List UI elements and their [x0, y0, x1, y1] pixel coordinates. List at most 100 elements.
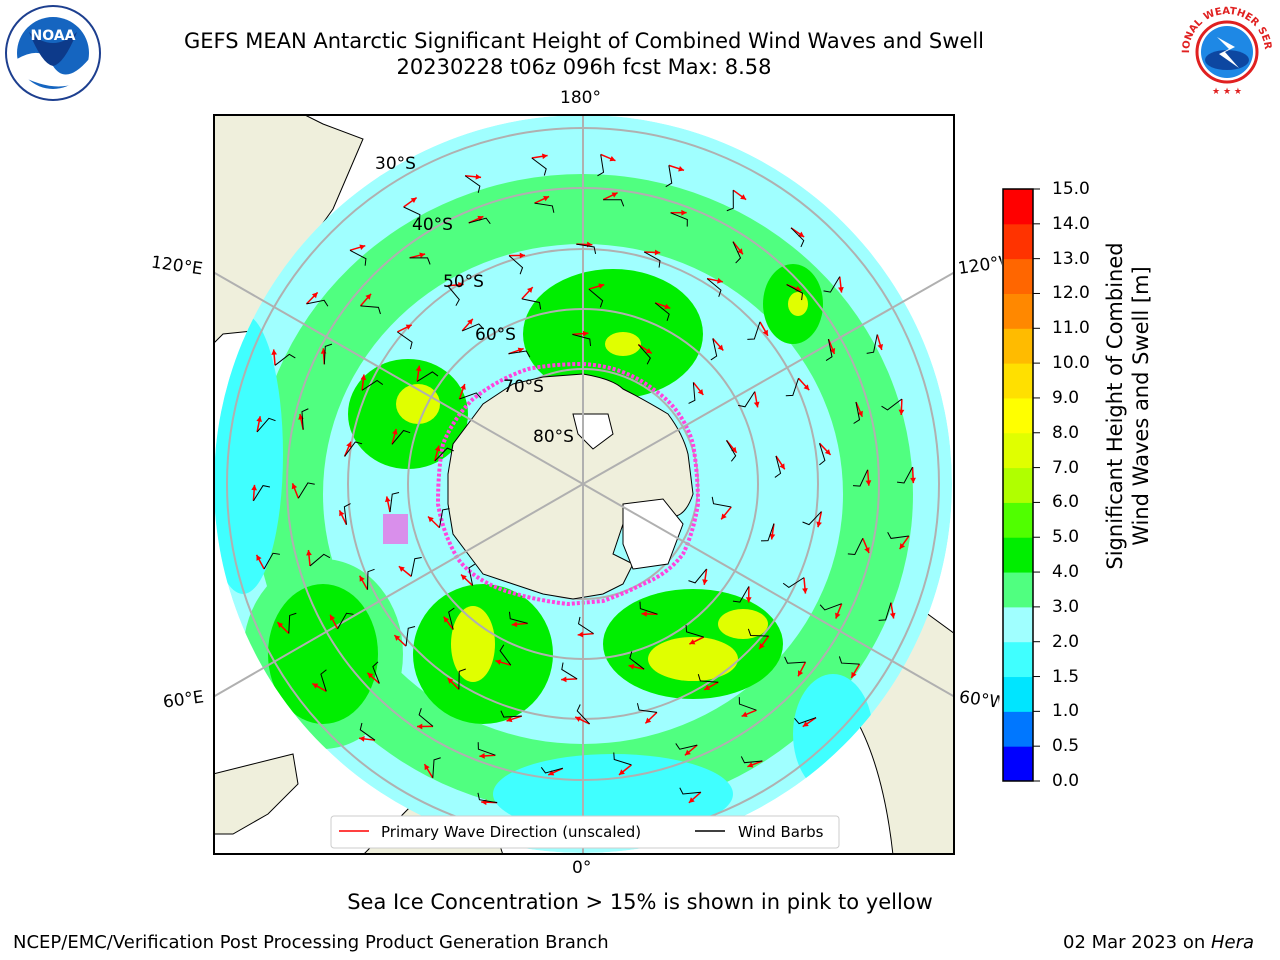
- wave-arrow-head: [330, 614, 336, 621]
- wave-arrow-head: [654, 249, 661, 256]
- wave-arrow-head: [291, 483, 298, 490]
- wind-barb: [853, 401, 861, 424]
- wind-barb: [372, 661, 380, 684]
- wave-arrow-head: [645, 717, 652, 724]
- wave-arrow-head: [256, 554, 262, 561]
- wave-arrow-head: [577, 631, 584, 638]
- colorbar-tick-label: 1.0: [1052, 701, 1080, 722]
- wind-barb: [747, 321, 761, 340]
- wave-arrow-head: [798, 231, 805, 237]
- wind-barb: [794, 717, 817, 725]
- lat-label-70s: 70°S: [503, 377, 544, 397]
- wave-arrow-head: [745, 597, 752, 603]
- wave-arrow-head: [688, 797, 695, 803]
- footer-branch: NCEP/EMC/Verification Post Processing Pr…: [13, 932, 609, 953]
- wind-barb: [500, 710, 522, 718]
- wind-barb: [263, 552, 280, 570]
- lat-label-80s: 80°S: [533, 427, 574, 447]
- wave-arrow-head: [582, 330, 589, 337]
- colorbar-ticks: 0.0 0.5 1.0 1.5 2.0 3.0 4.0 5.0 6.0 7.0 8.0 9.0 10.0…: [1040, 179, 1100, 800]
- wave-arrow-head: [561, 676, 567, 683]
- wind-barb: [613, 752, 632, 766]
- lon-label-120e: 120°E: [149, 252, 204, 280]
- footer-host: Hera: [1210, 932, 1255, 953]
- wave-arrow-head: [511, 621, 518, 628]
- wind-barb: [636, 703, 658, 713]
- colorbar-tick-label: 1.5: [1052, 666, 1080, 687]
- colorbar-swatch: [1003, 363, 1033, 399]
- wind-barb: [838, 656, 860, 665]
- colorbar-label-line2: Wind Waves and Swell [m]: [1129, 266, 1153, 546]
- sea-ice-edge: [435, 361, 701, 607]
- wave-arrow-head: [704, 684, 711, 690]
- wind-barb: [361, 379, 384, 391]
- wave-arrow-head: [835, 612, 841, 619]
- wave-arrow-head: [477, 215, 484, 222]
- antarctic-map: 30°S 40°S 50°S 60°S 70°S 80°S Primary Wa…: [213, 114, 955, 855]
- colorbar-tick-label: 14.0: [1052, 213, 1090, 234]
- wave-arrow-head: [311, 292, 318, 299]
- wave-arrow-head: [359, 735, 365, 742]
- wind-barb: [747, 628, 769, 637]
- wave-arrow-head: [877, 344, 884, 350]
- wave-arrow-head: [681, 209, 687, 216]
- wave-arrow-head: [824, 449, 831, 455]
- wind-barb: [706, 278, 722, 297]
- wind-barb: [726, 190, 734, 212]
- nws-logo: NATIONAL WEATHER SERVICE ★ ★ ★: [1177, 2, 1274, 99]
- wave-arrow-head: [506, 716, 513, 723]
- colorbar-tick-label: 8.0: [1052, 422, 1080, 443]
- wind-barb: [785, 378, 799, 397]
- wave-arrow-head: [461, 574, 467, 581]
- wave-arrow-head: [684, 749, 691, 756]
- wind-barb: [639, 601, 658, 615]
- wind-barb: [726, 440, 737, 462]
- wind-barb: [468, 217, 491, 225]
- wave-arrow-head: [458, 281, 464, 288]
- colorbar-swatch: [1003, 746, 1033, 782]
- wave-arrow-head: [339, 510, 345, 517]
- lon-label-180: 180°: [560, 88, 601, 108]
- wave-arrow-head: [367, 672, 374, 679]
- wave-arrow-head: [598, 283, 605, 289]
- wind-barb: [508, 350, 531, 358]
- wave-arrow-head: [889, 612, 896, 619]
- wind-barb: [405, 626, 416, 647]
- wind-barb: [337, 612, 354, 630]
- wind-barb: [389, 491, 400, 513]
- wave-arrow-head: [251, 484, 258, 491]
- lon-label-60e: 60°E: [161, 687, 206, 713]
- colorbar-tick-label: 11.0: [1052, 318, 1090, 339]
- wave-arrow-head: [717, 277, 723, 284]
- wind-barb: [852, 469, 869, 487]
- wind-barb: [760, 523, 775, 542]
- wave-arrow-head: [747, 762, 754, 768]
- wind-barb: [360, 305, 381, 315]
- colorbar-swatch: [1003, 572, 1033, 608]
- wind-barb: [710, 338, 718, 361]
- wave-arrow-head: [495, 659, 502, 665]
- wind-barb: [416, 371, 439, 382]
- colorbar-tick-label: 13.0: [1052, 248, 1090, 269]
- wind-barb: [711, 496, 732, 508]
- wave-arrow-head: [256, 416, 263, 422]
- wave-arrow-head: [405, 324, 412, 330]
- wind-barb: [685, 624, 704, 638]
- wave-arrow-head: [641, 611, 647, 617]
- colorbar-swatch: [1003, 189, 1033, 225]
- wave-arrow-head: [838, 287, 844, 293]
- wave-arrow-head: [759, 643, 765, 649]
- wind-barb: [508, 255, 524, 275]
- wave-arrow-head: [737, 248, 743, 255]
- wind-barb: [256, 417, 276, 433]
- wind-barb: [572, 333, 592, 347]
- wave-arrow-head: [360, 374, 367, 381]
- colorbar-tick-label: 7.0: [1052, 457, 1080, 478]
- wind-barb: [447, 285, 460, 306]
- wave-arrow-head: [548, 770, 555, 776]
- wind-barb: [320, 669, 327, 692]
- wind-barb: [740, 756, 763, 764]
- wind-barb: [577, 616, 594, 635]
- wave-arrow-head: [864, 547, 870, 554]
- wind-barb: [464, 175, 481, 194]
